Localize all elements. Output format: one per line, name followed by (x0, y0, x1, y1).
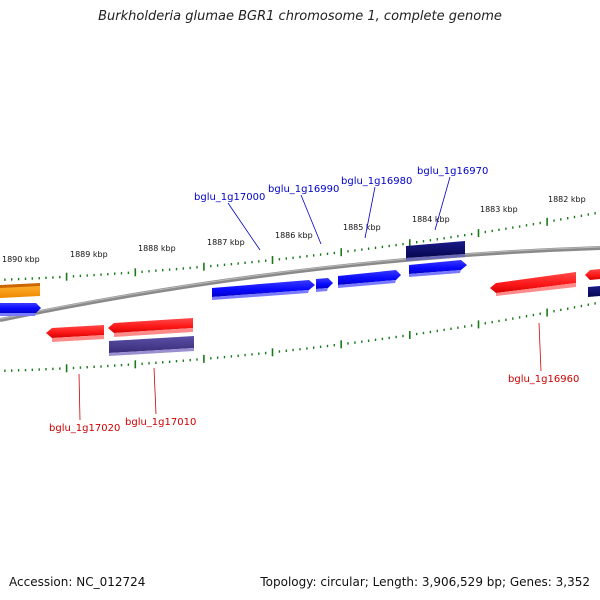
chromosome-backbone (0, 246, 600, 322)
gene-left-edge-blue[interactable] (0, 303, 41, 313)
orange-feature[interactable] (0, 285, 40, 298)
scale-label-1888: 1888 kbp (138, 244, 176, 253)
reverse-strand-features (46, 269, 600, 342)
scale-label-1886: 1886 kbp (275, 231, 313, 240)
gene-label-bglu-1g16970[interactable]: bglu_1g16970 (417, 166, 488, 177)
gene-bglu-1g16970-forward[interactable] (409, 260, 467, 274)
gene-label-bglu-1g16990[interactable]: bglu_1g16990 (268, 184, 339, 195)
gene-label-bglu-1g16980[interactable]: bglu_1g16980 (341, 176, 412, 187)
scale-label-1887: 1887 kbp (207, 238, 245, 247)
gene-bglu-1g16990[interactable] (316, 278, 333, 289)
gene-bglu-1g17010-slate[interactable] (109, 336, 194, 353)
gene-labels: bglu_1g17000 bglu_1g16990 bglu_1g16980 b… (49, 166, 579, 434)
scale-label-1889: 1889 kbp (70, 250, 108, 259)
accession-text: Accession: NC_012724 (9, 575, 146, 589)
scale-label-1890: 1890 kbp (2, 255, 40, 264)
genome-title: Burkholderia glumae BGR1 chromosome 1, c… (98, 9, 502, 24)
gene-bglu-1g17000[interactable] (212, 280, 315, 297)
scale-label-1883: 1883 kbp (480, 205, 518, 214)
scale-label-1885: 1885 kbp (343, 223, 381, 232)
gene-bglu-1g17020[interactable] (46, 325, 104, 338)
gene-label-bglu-1g17020[interactable]: bglu_1g17020 (49, 423, 120, 434)
gene-label-bglu-1g16960[interactable]: bglu_1g16960 (508, 374, 579, 385)
gene-bglu-1g16960[interactable] (490, 272, 576, 293)
gene-label-bglu-1g17010[interactable]: bglu_1g17010 (125, 417, 196, 428)
gene-right-edge-red[interactable] (585, 269, 600, 280)
scale-label-1882: 1882 kbp (548, 195, 586, 204)
gene-bglu-1g16980[interactable] (338, 270, 401, 285)
topology-text: Topology: circular; Length: 3,906,529 bp… (260, 575, 590, 589)
callout-lines (78, 176, 542, 421)
gene-bglu-1g16970-highlight[interactable] (406, 241, 465, 258)
gene-right-edge-blue[interactable] (588, 286, 600, 297)
inner-scale-ticks (4, 302, 596, 373)
scale-labels: 1890 kbp 1889 kbp 1888 kbp 1887 kbp 1886… (2, 195, 586, 264)
gene-bglu-1g17010[interactable] (108, 318, 193, 333)
scale-label-1884: 1884 kbp (412, 215, 450, 224)
gene-label-bglu-1g17000[interactable]: bglu_1g17000 (194, 192, 265, 203)
forward-strand-features (0, 260, 600, 316)
outer-scale-ticks (4, 212, 596, 281)
